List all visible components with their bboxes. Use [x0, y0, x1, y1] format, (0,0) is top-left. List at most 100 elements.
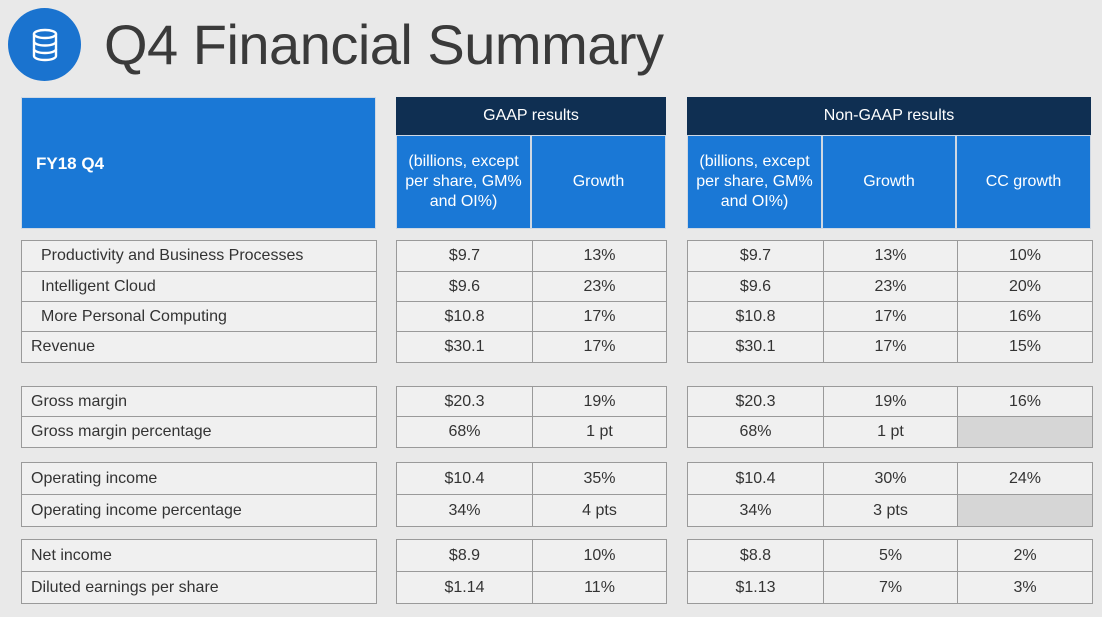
cc-growth: [957, 494, 1093, 527]
non-gaap-growth: 30%: [823, 462, 958, 495]
row-label: More Personal Computing: [21, 301, 377, 332]
logo: [8, 8, 81, 81]
table-row: Productivity and Business Processes: [21, 240, 377, 272]
gaap-growth: 13%: [532, 240, 667, 272]
row-label: Gross margin: [21, 386, 377, 417]
table-group: $10.4 35% 34% 4 pts: [396, 462, 667, 527]
gaap-growth: 10%: [532, 539, 667, 572]
table-row: Diluted earnings per share: [21, 571, 377, 604]
row-label: Net income: [21, 539, 377, 572]
non-gaap-value: $20.3: [687, 386, 824, 417]
cc-growth: 16%: [957, 301, 1093, 332]
table-group: $9.7 13% $9.6 23% $10.8 17% $30.1 17%: [396, 240, 667, 363]
table-group: $20.3 19% 68% 1 pt: [396, 386, 667, 448]
table-row: $20.3 19% 16%: [687, 386, 1093, 417]
gaap-value: $1.14: [396, 571, 533, 604]
table-row: Gross margin: [21, 386, 377, 417]
table-row: $10.8 17% 16%: [687, 301, 1093, 332]
non-gaap-value: $9.6: [687, 271, 824, 302]
table-row: $1.14 11%: [396, 571, 667, 604]
cc-growth: 3%: [957, 571, 1093, 604]
non-gaap-growth: 5%: [823, 539, 958, 572]
non-gaap-growth: 1 pt: [823, 416, 958, 448]
cc-growth: 16%: [957, 386, 1093, 417]
cc-growth: 15%: [957, 331, 1093, 363]
table-row: Intelligent Cloud: [21, 271, 377, 302]
non-gaap-growth: 3 pts: [823, 494, 958, 527]
gaap-title: GAAP results: [396, 97, 666, 135]
non-gaap-growth: 17%: [823, 301, 958, 332]
row-label: Productivity and Business Processes: [21, 240, 377, 272]
table-row: Net income: [21, 539, 377, 572]
table-row: $9.7 13%: [396, 240, 667, 272]
non-gaap-value: $1.13: [687, 571, 824, 604]
row-label: Diluted earnings per share: [21, 571, 377, 604]
gaap-growth: 17%: [532, 301, 667, 332]
page-title: Q4 Financial Summary: [104, 13, 664, 76]
table-row: $30.1 17%: [396, 331, 667, 363]
table-group: Gross margin Gross margin percentage: [21, 386, 377, 448]
table-row: $10.8 17%: [396, 301, 667, 332]
gaap-growth: 23%: [532, 271, 667, 302]
table-row: $8.9 10%: [396, 539, 667, 572]
non-gaap-value: $9.7: [687, 240, 824, 272]
non-gaap-value: $8.8: [687, 539, 824, 572]
gaap-value: $9.7: [396, 240, 533, 272]
gaap-units-header: (billions, except per share, GM% and OI%…: [396, 135, 531, 229]
non-gaap-value: $30.1: [687, 331, 824, 363]
gaap-value: $10.4: [396, 462, 533, 495]
table-row: $9.7 13% 10%: [687, 240, 1093, 272]
non-gaap-growth: 23%: [823, 271, 958, 302]
database-icon: [32, 28, 57, 61]
table-group: $10.4 30% 24% 34% 3 pts: [687, 462, 1093, 527]
table-row: $10.4 35%: [396, 462, 667, 495]
table-group: $9.7 13% 10% $9.6 23% 20% $10.8 17% 16% $30.1 17% 1…: [687, 240, 1093, 363]
gaap-growth-header: Growth: [531, 135, 666, 229]
gaap-value: $8.9: [396, 539, 533, 572]
gaap-growth: 17%: [532, 331, 667, 363]
cc-growth: [957, 416, 1093, 448]
cc-growth: 24%: [957, 462, 1093, 495]
table-row: $1.13 7% 3%: [687, 571, 1093, 604]
table-group: Operating income Operating income percent…: [21, 462, 377, 527]
table-row: Operating income percentage: [21, 494, 377, 527]
non-gaap-units-header: (billions, except per share, GM% and OI%…: [687, 135, 822, 229]
non-gaap-header: Non-GAAP results (billions, except per s…: [687, 97, 1091, 229]
gaap-growth: 19%: [532, 386, 667, 417]
table-row: $10.4 30% 24%: [687, 462, 1093, 495]
gaap-header: GAAP results (billions, except per share…: [396, 97, 666, 229]
gaap-value: 68%: [396, 416, 533, 448]
table-row: Operating income: [21, 462, 377, 495]
cc-growth: 2%: [957, 539, 1093, 572]
non-gaap-growth-header: Growth: [822, 135, 956, 229]
row-label: Intelligent Cloud: [21, 271, 377, 302]
gaap-value: $10.8: [396, 301, 533, 332]
non-gaap-growth: 13%: [823, 240, 958, 272]
period-header: FY18 Q4: [21, 97, 376, 229]
gaap-value: 34%: [396, 494, 533, 527]
row-label: Operating income percentage: [21, 494, 377, 527]
table-row: 34% 3 pts: [687, 494, 1093, 527]
table-row: 68% 1 pt: [396, 416, 667, 448]
table-row: 68% 1 pt: [687, 416, 1093, 448]
non-gaap-value: $10.4: [687, 462, 824, 495]
table-group: $8.8 5% 2% $1.13 7% 3%: [687, 539, 1093, 604]
row-label: Operating income: [21, 462, 377, 495]
non-gaap-title: Non-GAAP results: [687, 97, 1091, 135]
table-group: Productivity and Business Processes Intel…: [21, 240, 377, 363]
non-gaap-growth: 19%: [823, 386, 958, 417]
cc-growth: 20%: [957, 271, 1093, 302]
cc-growth: 10%: [957, 240, 1093, 272]
table-row: Gross margin percentage: [21, 416, 377, 448]
non-gaap-value: $10.8: [687, 301, 824, 332]
gaap-growth: 1 pt: [532, 416, 667, 448]
table-row: $8.8 5% 2%: [687, 539, 1093, 572]
row-label: Revenue: [21, 331, 377, 363]
table-row: More Personal Computing: [21, 301, 377, 332]
table-group: Net income Diluted earnings per share: [21, 539, 377, 604]
gaap-value: $20.3: [396, 386, 533, 417]
table-row: $9.6 23% 20%: [687, 271, 1093, 302]
gaap-growth: 11%: [532, 571, 667, 604]
gaap-value: $9.6: [396, 271, 533, 302]
gaap-growth: 35%: [532, 462, 667, 495]
